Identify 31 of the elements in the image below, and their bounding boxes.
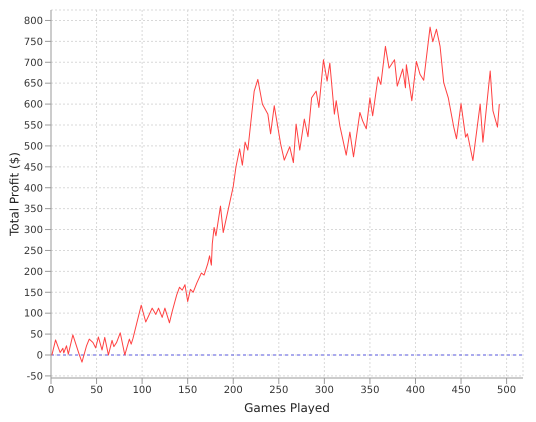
y-tick-label: 200 xyxy=(24,266,43,278)
y-tick-label: 250 xyxy=(24,246,43,258)
y-tick-label: 50 xyxy=(30,330,43,341)
x-tick-label: 400 xyxy=(406,385,426,396)
y-tick-label: 800 xyxy=(24,16,43,28)
x-tick-label: 150 xyxy=(178,385,198,396)
y-tick-label: 350 xyxy=(24,204,43,216)
x-tick-label: 250 xyxy=(269,385,288,396)
x-tick-label: 350 xyxy=(360,385,380,396)
x-tick-label: 450 xyxy=(451,385,471,396)
y-tick-label: 550 xyxy=(24,120,43,132)
x-tick-label: 300 xyxy=(314,385,334,396)
x-tick-label: 50 xyxy=(90,385,103,396)
x-tick-label: 500 xyxy=(497,385,516,396)
y-tick-label: 700 xyxy=(24,58,43,69)
line-series xyxy=(51,26,500,363)
y-tick-label: 100 xyxy=(24,308,43,320)
y-tick-label: 400 xyxy=(24,183,43,194)
x-tick-label: 100 xyxy=(132,385,152,396)
y-tick-label: 0 xyxy=(36,350,43,362)
y-tick-label: 500 xyxy=(24,141,43,152)
y-tick-label: 300 xyxy=(24,225,43,236)
x-tick-label: 200 xyxy=(224,385,243,396)
y-tick-label: 650 xyxy=(24,78,43,90)
y-tick-label: 600 xyxy=(24,100,43,111)
y-tick-label: -50 xyxy=(26,371,43,382)
y-tick-label: 150 xyxy=(24,288,43,299)
x-tick-label: 0 xyxy=(48,385,54,396)
y-tick-label: 450 xyxy=(24,162,43,174)
y-axis-title: Total Profit ($) xyxy=(7,152,22,237)
y-tick-label: 750 xyxy=(24,36,43,48)
